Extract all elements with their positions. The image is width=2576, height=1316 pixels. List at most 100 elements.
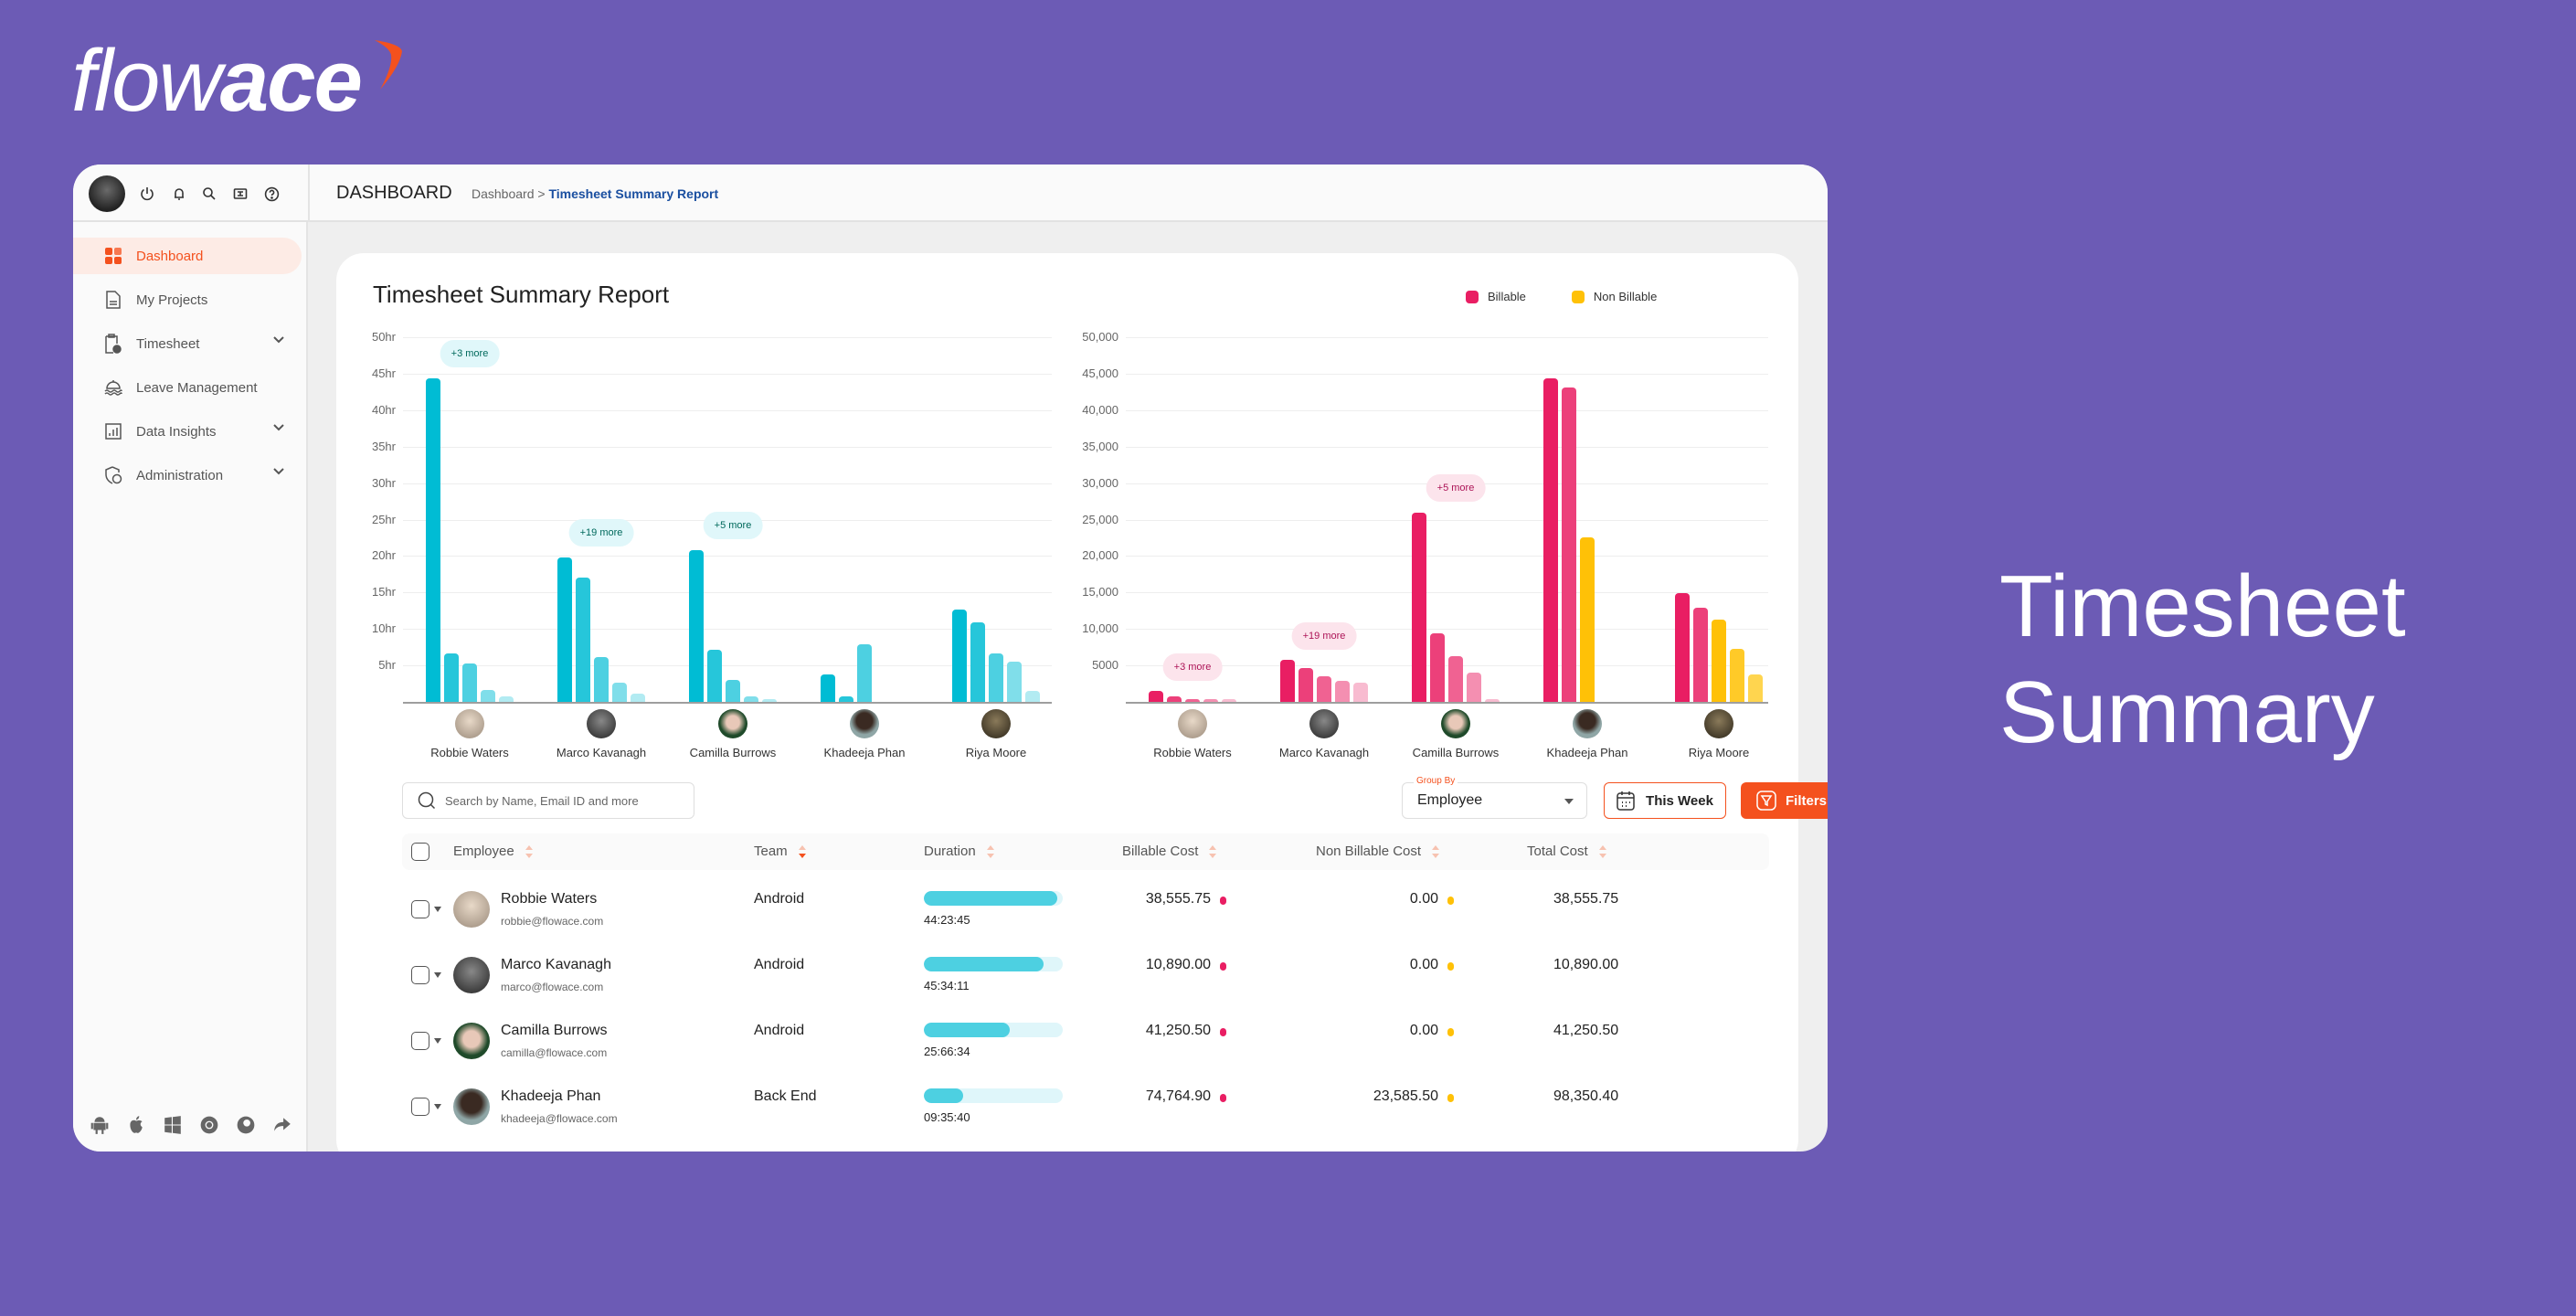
ticket-icon[interactable] — [230, 184, 250, 204]
more-badge[interactable]: +5 more — [1426, 474, 1486, 502]
bar[interactable] — [1412, 512, 1426, 702]
bar[interactable] — [707, 650, 722, 702]
breadcrumb-root[interactable]: Dashboard — [472, 186, 535, 201]
employee-name[interactable]: Khadeeja Phan — [501, 1088, 601, 1104]
row-checkbox[interactable] — [411, 900, 429, 918]
bar[interactable] — [1675, 593, 1690, 702]
expand-caret-icon[interactable] — [434, 972, 441, 978]
bar[interactable] — [481, 690, 495, 702]
expand-caret-icon[interactable] — [434, 1038, 441, 1044]
bar[interactable] — [462, 663, 477, 702]
apple-icon[interactable] — [126, 1115, 146, 1135]
bar[interactable] — [1580, 536, 1595, 702]
bar[interactable] — [1467, 673, 1481, 702]
bar[interactable] — [952, 610, 967, 702]
sidebar-item-administration[interactable]: Administration — [73, 457, 302, 494]
search-icon[interactable] — [199, 184, 219, 204]
employee-name[interactable]: Camilla Burrows — [501, 1023, 608, 1038]
bar[interactable] — [576, 577, 590, 702]
column-header-team[interactable]: Team — [754, 844, 806, 859]
expand-caret-icon[interactable] — [434, 1104, 441, 1109]
bar[interactable] — [839, 695, 853, 702]
help-icon[interactable] — [261, 184, 281, 204]
search-input[interactable]: Search by Name, Email ID and more — [402, 782, 694, 819]
row-checkbox[interactable] — [411, 966, 429, 984]
sidebar-item-dashboard[interactable]: Dashboard — [73, 238, 302, 274]
bar[interactable] — [1222, 698, 1236, 702]
bar[interactable] — [444, 653, 459, 702]
bar[interactable] — [557, 557, 572, 702]
bar[interactable] — [1730, 648, 1744, 702]
bar[interactable] — [1025, 691, 1040, 702]
sidebar-item-data-insights[interactable]: Data Insights — [73, 413, 302, 450]
more-badge[interactable]: +3 more — [1162, 653, 1223, 681]
more-badge[interactable]: +19 more — [568, 519, 634, 547]
sidebar-item-leave-management[interactable]: Leave Management — [73, 369, 302, 406]
power-icon[interactable] — [137, 184, 157, 204]
bar[interactable] — [1543, 378, 1558, 702]
sidebar-item-timesheet[interactable]: Timesheet — [73, 325, 302, 362]
bar[interactable] — [594, 656, 609, 702]
employee-name[interactable]: Robbie Waters — [501, 891, 598, 907]
bar[interactable] — [1448, 655, 1463, 702]
more-badge[interactable]: +5 more — [703, 512, 763, 539]
legend-item-non-billable[interactable]: Non Billable — [1571, 290, 1657, 303]
chevron-down-icon[interactable] — [272, 421, 285, 434]
group-by-select[interactable]: Group By Employee — [1402, 776, 1587, 819]
bar[interactable] — [1353, 683, 1368, 702]
row-checkbox[interactable] — [411, 1032, 429, 1050]
bar[interactable] — [1712, 619, 1726, 702]
bar[interactable] — [499, 696, 514, 702]
bar[interactable] — [857, 643, 872, 702]
bar[interactable] — [1562, 387, 1576, 702]
bar[interactable] — [970, 622, 985, 702]
share-icon[interactable] — [272, 1115, 292, 1135]
filters-button[interactable]: Filters — [1741, 782, 1828, 819]
bar[interactable] — [1485, 698, 1500, 702]
bar[interactable] — [1007, 662, 1022, 702]
expand-caret-icon[interactable] — [434, 907, 441, 912]
bar[interactable] — [1748, 674, 1763, 702]
bar[interactable] — [1335, 680, 1350, 702]
bar[interactable] — [1430, 632, 1445, 702]
bell-icon[interactable] — [169, 184, 189, 204]
row-checkbox[interactable] — [411, 1098, 429, 1116]
bar[interactable] — [631, 694, 645, 702]
this-week-button[interactable]: This Week — [1604, 782, 1726, 819]
table-row[interactable]: Marco Kavanagh marco@flowace.com Android… — [402, 946, 1769, 1004]
windows-icon[interactable] — [163, 1115, 183, 1135]
column-header-employee[interactable]: Employee — [453, 844, 533, 859]
table-row[interactable]: Camilla Burrows camilla@flowace.com Andr… — [402, 1012, 1769, 1070]
chrome-icon[interactable] — [199, 1115, 219, 1135]
bar[interactable] — [1203, 698, 1218, 702]
bar[interactable] — [612, 683, 627, 702]
bar[interactable] — [726, 680, 740, 702]
table-row[interactable]: Khadeeja Phan khadeeja@flowace.com Back … — [402, 1077, 1769, 1136]
user-avatar[interactable] — [89, 175, 125, 212]
column-header-non-billable-cost[interactable]: Non Billable Cost — [1316, 844, 1440, 859]
bar[interactable] — [762, 698, 777, 702]
bar[interactable] — [1280, 659, 1295, 702]
android-icon[interactable] — [90, 1115, 110, 1135]
column-header-duration[interactable]: Duration — [924, 844, 994, 859]
bar[interactable] — [744, 695, 758, 702]
select-all-checkbox[interactable] — [411, 843, 429, 861]
table-row[interactable]: Robbie Waters robbie@flowace.com Android… — [402, 880, 1769, 939]
sidebar-item-my-projects[interactable]: My Projects — [73, 281, 302, 318]
legend-item-billable[interactable]: Billable — [1466, 290, 1526, 303]
bar[interactable] — [1299, 668, 1313, 702]
bar[interactable] — [1185, 698, 1200, 702]
bar[interactable] — [989, 653, 1003, 702]
bar[interactable] — [1693, 608, 1708, 702]
bar[interactable] — [1317, 676, 1331, 702]
employee-name[interactable]: Marco Kavanagh — [501, 957, 611, 972]
column-header-billable-cost[interactable]: Billable Cost — [1122, 844, 1217, 859]
more-badge[interactable]: +3 more — [440, 340, 500, 367]
more-badge[interactable]: +19 more — [1291, 622, 1357, 650]
firefox-icon[interactable] — [236, 1115, 256, 1135]
bar[interactable] — [1167, 695, 1182, 702]
bar[interactable] — [1149, 691, 1163, 702]
bar[interactable] — [821, 674, 835, 702]
chevron-down-icon[interactable] — [272, 465, 285, 478]
bar[interactable] — [426, 378, 440, 702]
